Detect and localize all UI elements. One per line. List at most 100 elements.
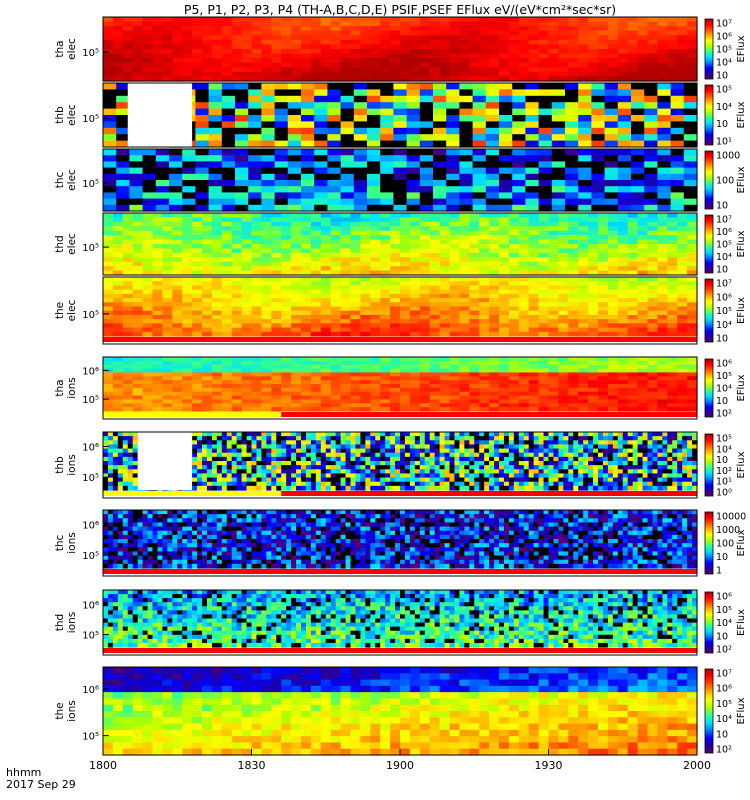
heatmap-cell — [346, 440, 352, 445]
heatmap-cell — [598, 369, 609, 373]
heatmap-cell — [631, 115, 645, 122]
heatmap-cell — [222, 285, 233, 290]
heatmap-cell — [677, 26, 688, 31]
heatmap-cell — [440, 257, 451, 262]
heatmap-cell — [459, 235, 470, 240]
heatmap-cell — [450, 226, 461, 231]
heatmap-cell — [133, 67, 144, 72]
heatmap-cell — [648, 328, 659, 333]
heatmap-cell — [459, 319, 470, 324]
heatmap-cell — [192, 285, 203, 290]
heatmap-cell — [232, 54, 243, 59]
heatmap-cell — [232, 311, 243, 316]
heatmap-cell — [248, 192, 262, 199]
heatmap-cell — [598, 54, 609, 59]
heatmap-cell — [519, 319, 530, 324]
heatmap-cell — [479, 222, 490, 227]
heatmap-cell — [430, 281, 441, 286]
heatmap-cell — [623, 440, 629, 445]
heatmap-cell — [222, 319, 233, 324]
heatmap-cell — [648, 40, 659, 45]
heatmap-cell — [261, 72, 272, 77]
heatmap-cell — [568, 22, 579, 27]
heatmap-cell — [162, 372, 173, 376]
heatmap-cell — [291, 307, 302, 312]
heatmap-cell — [321, 436, 327, 441]
heatmap-cell — [252, 26, 263, 31]
heatmap-cell — [420, 180, 434, 187]
heatmap-cell — [222, 384, 233, 388]
heatmap-cell — [197, 449, 203, 454]
heatmap-cell — [341, 244, 352, 249]
heatmap-cell — [375, 432, 381, 437]
heatmap-cell — [370, 332, 381, 337]
heatmap-cell — [529, 311, 540, 316]
heatmap-cell — [341, 121, 355, 128]
heatmap-cell — [677, 365, 688, 369]
heatmap-cell — [469, 369, 480, 373]
heatmap-cell — [271, 26, 282, 31]
heatmap-cell — [549, 63, 560, 68]
heatmap-cell — [331, 432, 337, 437]
heatmap-cell — [242, 281, 253, 286]
heatmap-cell — [558, 357, 569, 361]
heatmap-cell — [494, 436, 500, 441]
heatmap-cell — [232, 277, 243, 282]
heatmap-cell — [232, 399, 243, 403]
heatmap-cell — [341, 432, 347, 437]
heatmap-cell — [420, 149, 434, 156]
heatmap-cell — [459, 285, 470, 290]
heatmap-cell — [598, 58, 609, 63]
heatmap-cell — [435, 444, 441, 449]
heatmap-cell — [687, 54, 698, 59]
heatmap-cell — [479, 63, 490, 68]
colorbar-tick-label: 10⁴ — [716, 102, 732, 113]
heatmap-cell — [232, 361, 243, 365]
heatmap-cell — [539, 307, 550, 312]
heatmap-cell — [410, 72, 421, 77]
heatmap-cell — [390, 248, 401, 253]
heatmap-cell — [281, 444, 287, 449]
heatmap-cell — [182, 35, 193, 40]
heatmap-cell — [380, 67, 391, 72]
heatmap-cell — [446, 109, 460, 116]
heatmap-cell — [400, 40, 411, 45]
heatmap-cell — [591, 115, 605, 122]
heatmap-cell — [212, 213, 223, 218]
heatmap-cell — [301, 155, 315, 162]
heatmap-cell — [677, 277, 688, 282]
heatmap-cell — [578, 199, 592, 206]
heatmap-cell — [242, 63, 253, 68]
heatmap-cell — [591, 121, 605, 128]
heatmap-cell — [341, 40, 352, 45]
heatmap-cell — [360, 26, 371, 31]
heatmap-cell — [103, 380, 114, 384]
heatmap-cell — [232, 44, 243, 49]
heatmap-tha-ions — [103, 357, 698, 412]
heatmap-cell — [628, 449, 634, 454]
heatmap-cell — [341, 89, 355, 96]
heatmap-cell — [153, 266, 164, 271]
heatmap-cell — [360, 307, 371, 312]
heatmap-cell — [202, 277, 213, 282]
heatmap-cell — [486, 174, 500, 181]
heatmap-cell — [671, 102, 685, 109]
heatmap-cell — [598, 44, 609, 49]
heatmap-cell — [638, 67, 649, 72]
heatmap-cell — [232, 407, 243, 411]
heatmap-cell — [156, 149, 170, 156]
heatmap-cell — [235, 134, 249, 141]
heatmap-cell — [275, 186, 289, 193]
heatmap-cell — [103, 307, 114, 312]
heatmap-cell — [252, 319, 263, 324]
heatmap-cell — [341, 58, 352, 63]
heatmap-cell — [578, 72, 589, 77]
heatmap-cell — [469, 307, 480, 312]
heatmap-cell — [544, 449, 550, 454]
heatmap-cell — [410, 266, 421, 271]
heatmap-cell — [473, 109, 487, 116]
heatmap-cell — [133, 63, 144, 68]
heatmap-cell — [375, 440, 381, 445]
heatmap-cell — [235, 174, 249, 181]
heatmap-cell — [440, 388, 451, 392]
